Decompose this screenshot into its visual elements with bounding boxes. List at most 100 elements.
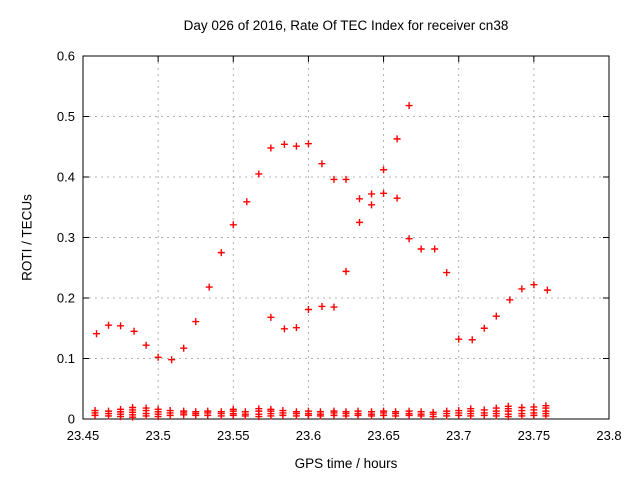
data-point-marker <box>130 327 138 335</box>
data-point-marker <box>255 170 263 178</box>
data-point-marker <box>292 408 300 416</box>
data-point-marker <box>342 267 350 275</box>
x-tick-label: 23.5 <box>145 428 170 443</box>
data-point-marker <box>405 407 413 415</box>
data-point-marker <box>330 303 338 311</box>
y-tick-label: 0.3 <box>57 230 75 245</box>
data-point-marker <box>492 312 500 320</box>
y-tick-label: 0.5 <box>57 109 75 124</box>
data-point-marker <box>393 135 401 143</box>
data-point-marker <box>180 344 188 352</box>
data-point-marker <box>330 175 338 183</box>
data-point-marker <box>330 407 338 415</box>
data-point-marker <box>318 302 326 310</box>
x-tick-label: 23.6 <box>296 428 321 443</box>
data-point-marker <box>304 407 312 415</box>
data-point-marker <box>292 324 300 332</box>
data-point-marker <box>356 218 364 226</box>
data-point-marker <box>393 194 401 202</box>
data-point-marker <box>229 405 237 413</box>
x-tick-label: 23.7 <box>446 428 471 443</box>
data-point-marker <box>318 160 326 168</box>
data-point-marker <box>243 198 251 206</box>
data-point-marker <box>142 341 150 349</box>
data-point-marker <box>93 330 101 338</box>
data-point-marker <box>217 408 225 416</box>
data-point-marker <box>279 407 287 415</box>
data-point-marker <box>316 408 324 416</box>
data-point-marker <box>518 404 526 412</box>
data-point-marker <box>192 408 200 416</box>
data-point-marker <box>356 195 364 203</box>
data-point-marker <box>417 408 425 416</box>
data-point-marker <box>154 353 162 361</box>
y-tick-label: 0.1 <box>57 351 75 366</box>
data-point-marker <box>443 407 451 415</box>
data-point-marker <box>342 408 350 416</box>
data-point-marker <box>105 407 113 415</box>
data-point-marker <box>368 201 376 209</box>
data-point-marker <box>267 405 275 413</box>
x-tick-label: 23.8 <box>596 428 621 443</box>
data-point-marker <box>392 408 400 416</box>
data-point-marker <box>280 140 288 148</box>
data-point-marker <box>506 296 514 304</box>
data-point-marker <box>504 402 512 410</box>
data-point-marker <box>368 408 376 416</box>
x-tick-label: 23.55 <box>217 428 250 443</box>
data-point-marker <box>117 405 125 413</box>
data-point-marker <box>241 408 249 416</box>
data-point-marker <box>304 305 312 313</box>
data-point-marker <box>142 404 150 412</box>
y-tick-label: 0 <box>68 412 75 427</box>
data-point-marker <box>368 190 376 198</box>
y-tick-label: 0.6 <box>57 49 75 64</box>
data-point-marker <box>455 335 463 343</box>
data-point-marker <box>105 321 113 329</box>
data-point-marker <box>117 322 125 330</box>
chart-title: Day 026 of 2016, Rate Of TEC Index for r… <box>183 18 509 33</box>
data-point-marker <box>204 407 212 415</box>
data-point-marker <box>530 403 538 411</box>
data-point-marker <box>380 166 388 174</box>
data-point-marker <box>518 285 526 293</box>
data-point-marker <box>405 102 413 110</box>
data-point-marker <box>129 404 137 412</box>
data-point-marker <box>304 140 312 148</box>
data-point-marker <box>468 336 476 344</box>
data-point-marker <box>192 318 200 326</box>
data-point-marker <box>292 142 300 150</box>
data-point-marker <box>168 356 176 364</box>
data-point-marker <box>354 407 362 415</box>
data-point-marker <box>229 221 237 229</box>
x-tick-label: 23.65 <box>367 428 400 443</box>
data-point-marker <box>543 286 551 294</box>
data-point-marker <box>255 405 263 413</box>
data-point-marker <box>380 407 388 415</box>
data-point-marker <box>166 407 174 415</box>
data-point-marker <box>431 245 439 253</box>
data-point-marker <box>492 404 500 412</box>
data-point-marker <box>542 402 550 410</box>
data-point-marker <box>267 144 275 152</box>
data-point-marker <box>91 407 99 415</box>
x-axis-label: GPS time / hours <box>294 456 398 471</box>
data-point-marker <box>530 281 538 289</box>
data-point-marker <box>417 245 425 253</box>
data-point-marker <box>443 269 451 277</box>
data-point-marker <box>429 408 437 416</box>
x-tick-label: 23.75 <box>518 428 551 443</box>
data-point-marker <box>267 313 275 321</box>
data-point-marker <box>280 325 288 333</box>
data-point-marker <box>205 283 213 291</box>
data-point-marker <box>217 249 225 257</box>
data-point-marker <box>480 324 488 332</box>
data-point-marker <box>467 405 475 413</box>
data-point-marker <box>342 175 350 183</box>
x-tick-label: 23.45 <box>67 428 100 443</box>
data-point-marker <box>455 407 463 415</box>
data-point-marker <box>154 405 162 413</box>
y-tick-label: 0.4 <box>57 170 75 185</box>
